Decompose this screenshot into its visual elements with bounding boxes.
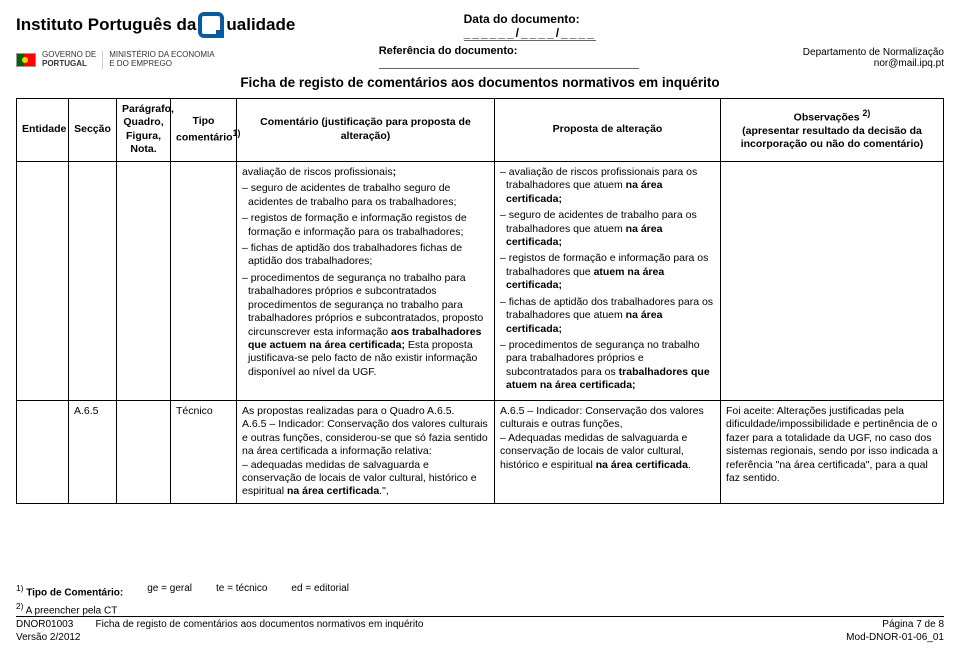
th-paragrafo: Parágrafo, Quadro, Figura, Nota. <box>117 99 171 162</box>
th-obs: Observações 2)(apresentar resultado da d… <box>721 99 944 162</box>
r2-tipo: Técnico <box>171 400 237 503</box>
ge-legend: ge = geral <box>147 583 192 598</box>
preencher-note: 2) A preencher pela CT <box>16 601 944 616</box>
r2-seccao: A.6.5 <box>69 400 117 503</box>
ed-legend: ed = editorial <box>291 583 349 598</box>
f-code: DNOR01003 <box>16 619 73 630</box>
ref-line <box>379 59 639 69</box>
f-ficha: Ficha de registo de comentários aos docu… <box>96 619 424 630</box>
r2-proposta: A.6.5 – Indicador: Conservação dos valor… <box>495 400 721 503</box>
te-legend: te = técnico <box>216 583 267 598</box>
gov-line2: PORTUGAL <box>42 60 96 69</box>
r2-obs: Foi aceite: Alterações justificadas pela… <box>721 400 944 503</box>
th-tipo: Tipo comentário1) <box>171 99 237 162</box>
f-mod: Mod-DNOR-01-06_01 <box>846 632 944 643</box>
date-label: Data do documento: <box>464 12 596 26</box>
r2-comentario: As propostas realizadas para o Quadro A.… <box>237 400 495 503</box>
org-after: ualidade <box>226 15 295 35</box>
th-entidade: Entidade <box>17 99 69 162</box>
comments-table: Entidade Secção Parágrafo, Quadro, Figur… <box>16 98 944 504</box>
table-row: avaliação de riscos profissionais;– segu… <box>17 161 944 400</box>
r1-comentario: avaliação de riscos profissionais;– segu… <box>237 161 495 400</box>
tipo-label: 1) Tipo de Comentário: <box>16 583 123 598</box>
th-seccao: Secção <box>69 99 117 162</box>
table-row: A.6.5 Técnico As propostas realizadas pa… <box>17 400 944 503</box>
gov-logo: GOVERNO DE PORTUGAL MINISTÉRIO DA ECONOM… <box>16 51 215 69</box>
q-logo-icon <box>198 12 224 38</box>
r1-proposta: – avaliação de riscos profissionais para… <box>495 161 721 400</box>
dept-line1: Departamento de Normalização <box>803 47 944 58</box>
flag-icon <box>16 53 36 67</box>
th-comentario: Comentário (justificação para proposta d… <box>237 99 495 162</box>
dept-line2: nor@mail.ipq.pt <box>803 58 944 69</box>
min-line2: E DO EMPREGO <box>109 60 214 69</box>
ficha-title: Ficha de registo de comentários aos docu… <box>16 75 944 90</box>
f-pagina: Página 7 de 8 <box>882 619 944 630</box>
f-versao: Versão 2/2012 <box>16 632 81 643</box>
th-proposta: Proposta de alteração <box>495 99 721 162</box>
ref-label: Referência do documento: <box>379 45 639 57</box>
org-title: Instituto Português da ualidade <box>16 12 295 38</box>
org-before: Instituto Português da <box>16 15 196 35</box>
page-footer: 1) Tipo de Comentário: ge = geral te = t… <box>16 583 944 643</box>
date-line: ______/____/____ <box>464 26 596 41</box>
